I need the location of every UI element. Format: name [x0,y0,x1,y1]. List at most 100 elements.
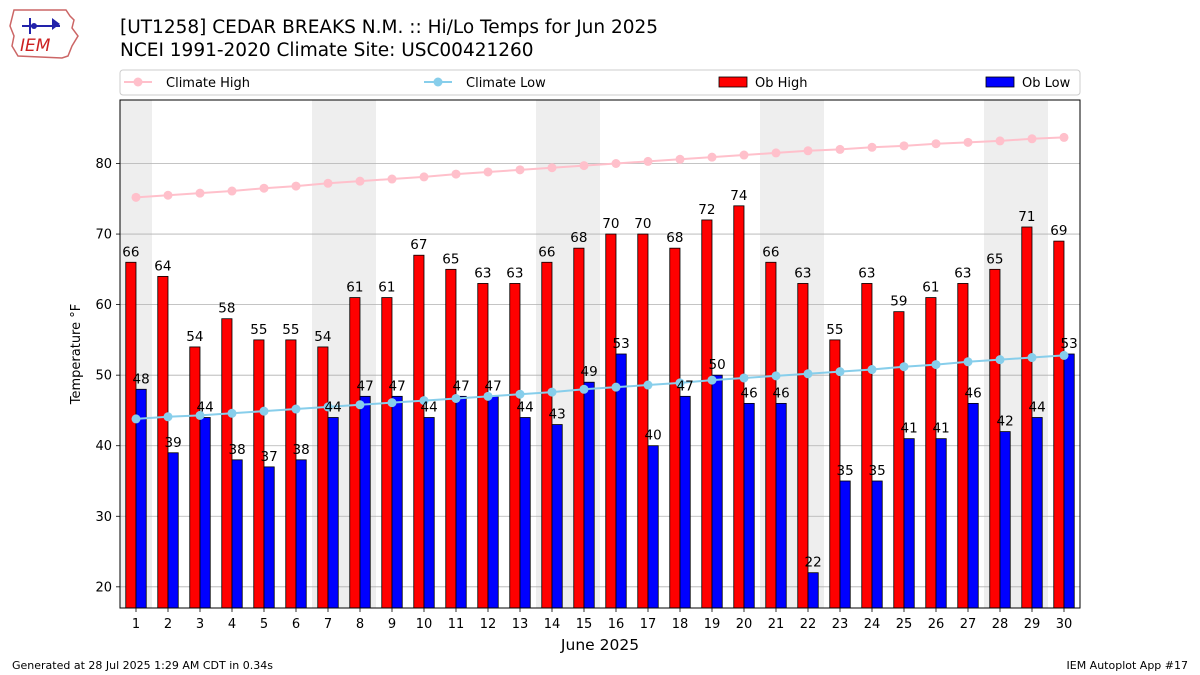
x-tick-label: 28 [992,617,1009,632]
x-tick-label: 25 [896,617,913,632]
climate-high-point [771,148,781,158]
climate-high-point [387,174,397,184]
logo-text: IEM [20,36,51,56]
ob-low-label: 47 [453,378,470,394]
climate-low-point [675,378,685,388]
ob-low-label: 39 [165,435,182,451]
ob-low-label: 49 [581,364,598,380]
climate-low-point [931,360,941,370]
ob-low-bar [455,395,467,609]
ob-high-bar [765,261,777,609]
ob-high-bar [989,268,1001,609]
ob-low-label: 35 [869,463,886,479]
climate-high-point [451,169,461,179]
climate-high-legend-label: Climate High [166,76,250,91]
climate-high-point [323,178,333,188]
ob-low-bar [967,402,979,609]
ob-high-bar [317,346,329,609]
ob-low-bar [167,452,179,609]
ob-high-bar [253,339,265,609]
ob-high-bar [189,346,201,609]
climate-low-point [643,380,653,390]
y-tick-label: 40 [95,439,112,454]
x-tick-label: 22 [800,617,817,632]
climate-high-point [291,181,301,191]
ob-low-label: 50 [709,357,726,373]
ob-high-label: 63 [954,265,971,281]
ob-low-label: 44 [325,400,342,416]
ob-high-label: 66 [538,244,555,260]
climate-high-point [899,141,909,151]
climate-low-point [163,412,173,422]
climate-low-point [355,400,365,410]
ob-low-bar [743,402,755,609]
y-tick-label: 60 [95,298,112,313]
climate-low-point [227,408,237,418]
ob-high-label: 59 [890,294,907,310]
ob-high-bar [605,233,617,609]
ob-low-bar [519,417,531,609]
y-tick-label: 20 [95,580,112,595]
ob-low-label: 44 [421,400,438,416]
ob-low-bar [327,417,339,609]
ob-high-bar [573,247,585,609]
ob-high-label: 65 [986,251,1003,267]
ob-low-label: 37 [261,449,278,465]
ob-high-label: 70 [602,216,619,232]
ob-low-bar [231,459,243,609]
climate-low-legend-label: Climate Low [466,76,546,91]
ob-low-bar [807,572,819,609]
y-tick-label: 30 [95,510,112,525]
climate-high-point [131,192,141,202]
ob-high-label: 61 [346,280,363,296]
ob-low-label: 47 [485,378,502,394]
ob-high-bar [1021,226,1033,609]
ob-low-label: 46 [965,385,982,401]
ob-low-label: 35 [837,463,854,479]
ob-high-label: 66 [122,244,139,260]
x-tick-label: 30 [1056,617,1073,632]
x-tick-label: 17 [640,617,657,632]
climate-low-point [323,402,333,412]
climate-high-point [1027,134,1037,144]
ob-high-label: 72 [698,202,715,218]
ob-high-label: 69 [1050,223,1067,239]
ob-low-bar [647,445,659,609]
x-tick-label: 23 [832,617,849,632]
x-tick-label: 29 [1024,617,1041,632]
ob-high-bar [925,297,937,609]
ob-high-label: 63 [794,265,811,281]
x-tick-label: 5 [260,617,268,632]
ob-low-bar [359,395,371,609]
ob-high-bar [381,297,393,609]
ob-low-label: 47 [357,378,374,394]
climate-low-point [899,362,909,372]
ob-low-label: 44 [197,400,214,416]
ob-low-bar [1063,353,1075,609]
ob-low-label: 44 [1029,400,1046,416]
y-tick-label: 70 [95,228,112,243]
climate-low-point [259,406,269,416]
x-tick-label: 24 [864,617,881,632]
climate-low-point [867,365,877,375]
ob-low-bar [999,431,1011,609]
ob-high-label: 68 [570,230,587,246]
ob-high-bar [221,318,233,609]
ob-high-label: 64 [154,258,171,274]
ob-low-legend-label: Ob Low [1022,76,1071,91]
ob-low-label: 53 [613,336,630,352]
ob-low-bar [295,459,307,609]
ob-low-label: 53 [1061,336,1078,352]
climate-high-line [135,136,1065,199]
climate-high-point [483,167,493,177]
ob-high-label: 55 [826,322,843,338]
ob-high-label: 55 [250,322,267,338]
ob-high-bar [637,233,649,609]
generated-timestamp: Generated at 28 Jul 2025 1:29 AM CDT in … [12,659,273,672]
climate-high-point [515,165,525,175]
ob-high-label: 71 [1018,209,1035,225]
ob-low-label: 38 [229,442,246,458]
climate-low-point [419,396,429,406]
ob-low-bar [199,417,211,609]
